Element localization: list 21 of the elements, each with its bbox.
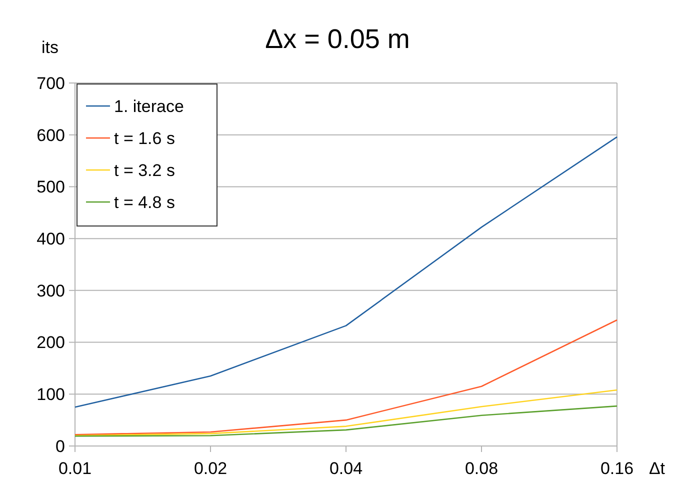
- legend-label: t = 4.8 s: [114, 192, 175, 212]
- y-tick-label: 200: [36, 333, 65, 352]
- legend-label: t = 1.6 s: [114, 128, 175, 148]
- y-tick-label: 400: [36, 230, 65, 249]
- y-axis-title: its: [42, 38, 58, 57]
- x-tick-label: 0.01: [58, 459, 92, 478]
- y-tick-label: 500: [36, 178, 65, 197]
- y-tick-label: 600: [36, 126, 65, 145]
- y-tick-label: 100: [36, 385, 65, 404]
- x-tick-label: 0.08: [464, 459, 498, 478]
- x-tick-label: 0.16: [600, 459, 634, 478]
- legend-label: 1. iterace: [114, 96, 184, 116]
- y-tick-label: 0: [56, 436, 65, 456]
- x-axis-title: Δt: [648, 459, 666, 478]
- line-series: [74, 405, 618, 437]
- x-tick-label: 0.04: [329, 459, 363, 478]
- chart-title: Δx = 0.05 m: [265, 24, 410, 54]
- y-tick-label: 700: [36, 74, 65, 93]
- legend-label: t = 3.2 s: [114, 160, 175, 180]
- x-tick-label: 0.02: [194, 459, 228, 478]
- y-tick-label: 300: [36, 281, 65, 300]
